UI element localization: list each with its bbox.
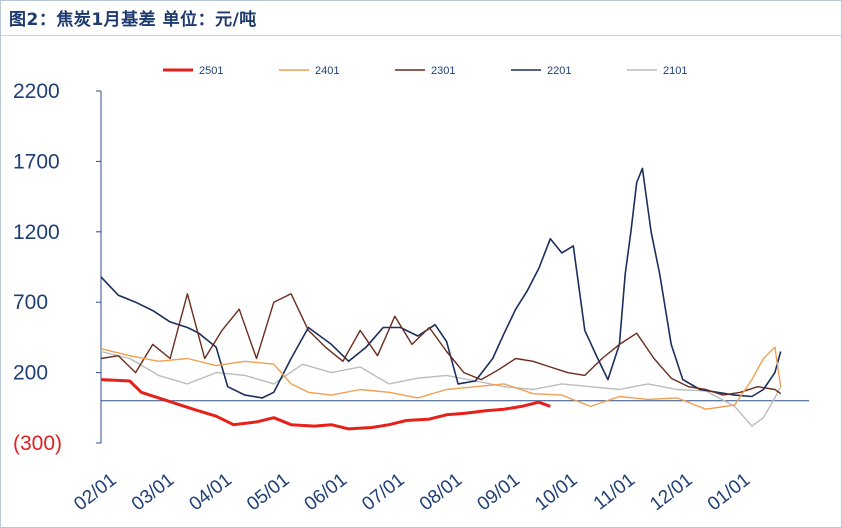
x-tick-label: 02/01 — [70, 469, 120, 515]
series-line-2301 — [100, 293, 782, 396]
legend-label-2501: 2501 — [199, 65, 223, 77]
x-tick-label: 08/01 — [416, 469, 466, 515]
x-tick-label: 05/01 — [243, 469, 293, 515]
y-tick-label: 1700 — [13, 150, 60, 173]
x-tick-label: 11/01 — [590, 469, 639, 514]
x-tick-label: 12/01 — [646, 469, 696, 515]
title-divider — [1, 35, 841, 36]
series-line-2201 — [100, 167, 782, 399]
x-tick-label: 04/01 — [186, 469, 236, 515]
y-tick-label: 200 — [13, 362, 48, 385]
legend-label-2301: 2301 — [431, 65, 455, 77]
x-tick-label: 07/01 — [358, 469, 408, 515]
legend-label-2201: 2201 — [547, 65, 571, 77]
series-line-2401 — [100, 346, 782, 410]
chart-title: 图2：焦炭1月基差 单位：元/吨 — [9, 10, 257, 30]
legend-label-2401: 2401 — [315, 65, 339, 77]
x-tick-label: 06/01 — [301, 469, 351, 515]
y-tick-label: 1200 — [13, 221, 60, 244]
x-tick-label: 01/01 — [704, 469, 754, 515]
y-tick-label: 2200 — [13, 80, 60, 103]
y-tick-label: (300) — [13, 432, 62, 455]
y-tick-label: 700 — [13, 291, 48, 314]
legend-label-2101: 2101 — [663, 65, 687, 77]
x-tick-label: 09/01 — [474, 469, 524, 515]
x-tick-label: 10/01 — [531, 469, 581, 515]
x-tick-label: 03/01 — [128, 469, 178, 515]
series-line-2501 — [100, 378, 551, 431]
